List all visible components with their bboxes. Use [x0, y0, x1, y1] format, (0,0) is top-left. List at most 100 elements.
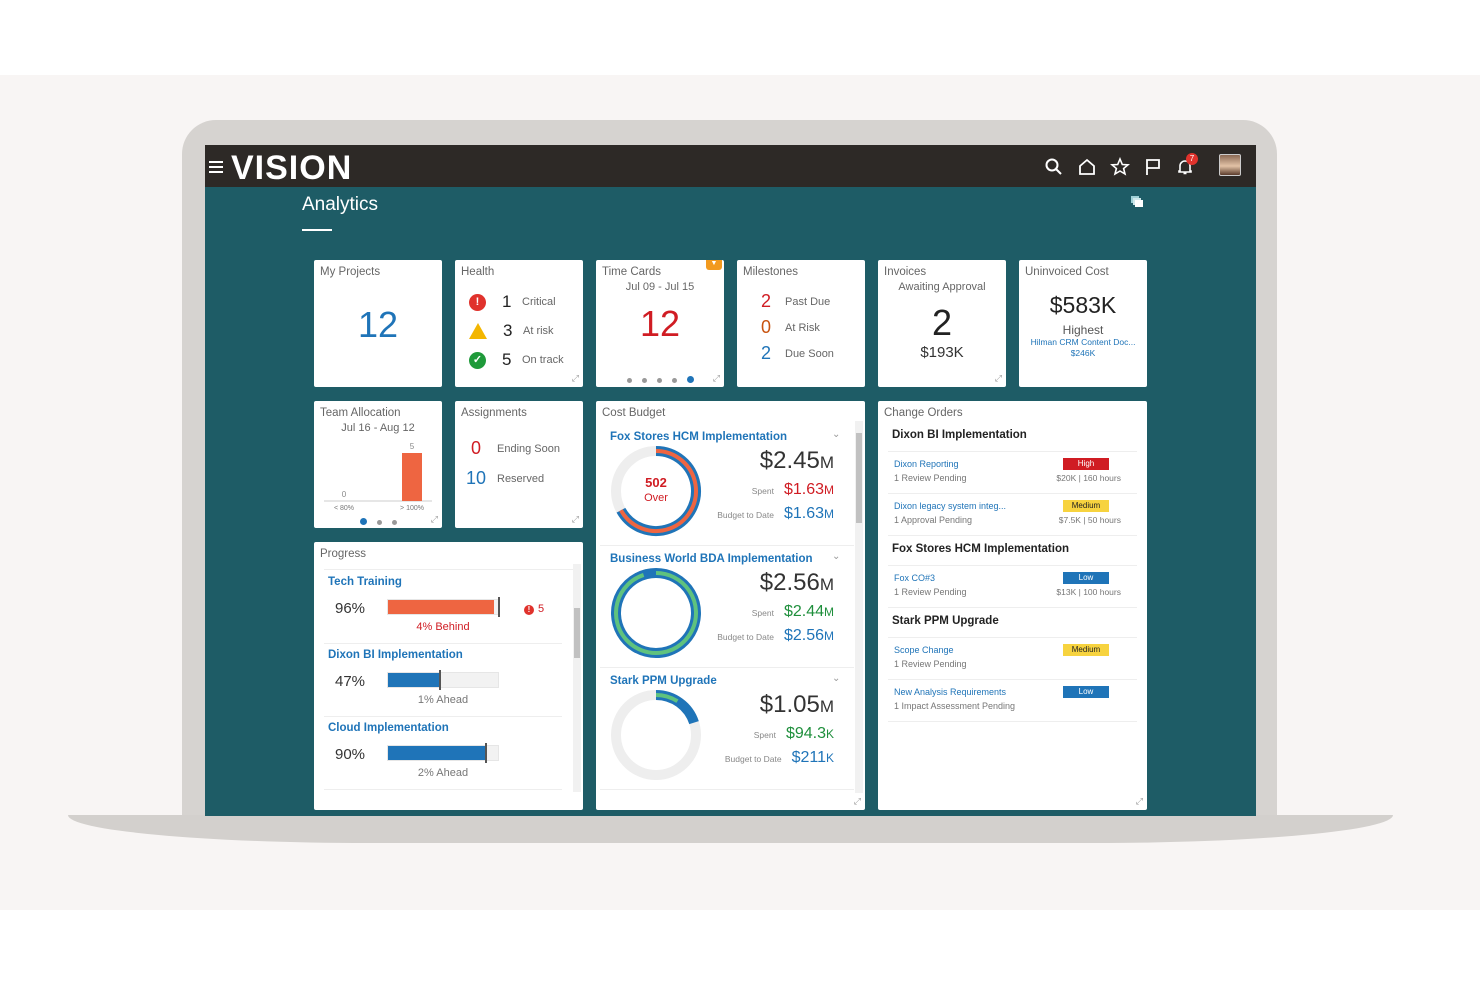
cost-budget-item[interactable]: Fox Stores HCM Implementation ⌄ 502 Over $2.…: [596, 429, 854, 547]
expand-icon[interactable]: ⤢: [430, 514, 438, 524]
change-order-link[interactable]: Fox CO#3: [894, 573, 936, 583]
page-title: Analytics: [302, 194, 379, 215]
expand-icon[interactable]: ⤢: [853, 796, 861, 806]
project-name[interactable]: Tech Training: [328, 576, 402, 588]
page-dot[interactable]: [656, 378, 662, 383]
expand-icon[interactable]: ⤢: [994, 373, 1002, 383]
page-dot[interactable]: [626, 378, 632, 383]
star-icon[interactable]: [1110, 157, 1130, 177]
total-value: $1.05: [759, 691, 820, 718]
progress-percent: 96%: [335, 600, 366, 617]
divider: [888, 451, 1137, 452]
progress-item[interactable]: Cloud Implementation 90% 2% Ahead: [314, 720, 572, 792]
scrollbar-thumb[interactable]: [856, 433, 862, 523]
progress-bar: [387, 670, 499, 690]
project-name[interactable]: Fox Stores HCM Implementation: [610, 431, 787, 443]
time-cards-tile[interactable]: Time Cards Jul 09 - Jul 15 12 ▼ ⤢: [596, 260, 724, 387]
divider: [888, 637, 1137, 638]
expand-icon[interactable]: ⤢: [1135, 796, 1143, 806]
health-tile[interactable]: Health ! 1 Critical 3 At risk ✓ 5 On track ⤢: [455, 260, 583, 387]
notifications-button[interactable]: 7: [1175, 153, 1198, 177]
page-dot[interactable]: [359, 518, 367, 525]
spent-row: Spent $94.3K: [754, 725, 834, 743]
target-marker: [484, 743, 487, 763]
error-icon: !: [524, 605, 534, 615]
expand-icon[interactable]: ⤢: [571, 373, 579, 383]
health-row[interactable]: ! 1 Critical: [469, 292, 556, 312]
page-indicator[interactable]: [596, 370, 724, 388]
change-order-link[interactable]: Scope Change: [894, 645, 954, 655]
page-dot[interactable]: [671, 378, 677, 383]
spent-label: Spent: [751, 608, 774, 618]
progress-item[interactable]: Dixon BI Implementation 47% 1% Ahead: [314, 647, 572, 719]
progress-status: 1% Ahead: [417, 694, 469, 706]
team-allocation-tile[interactable]: Team Allocation Jul 16 - Aug 12 0 < 80% 5 >…: [314, 401, 442, 528]
progress-bar: [387, 743, 499, 763]
group-title: Fox Stores HCM Implementation: [892, 543, 1069, 555]
flag-icon[interactable]: [1143, 157, 1163, 177]
btd-value: $211: [791, 749, 826, 766]
scrollbar-thumb[interactable]: [574, 608, 580, 658]
assignment-label: Ending Soon: [497, 442, 560, 455]
search-icon[interactable]: [1044, 157, 1064, 177]
date-range: Jul 16 - Aug 12: [341, 422, 415, 434]
page-dot[interactable]: [376, 520, 382, 525]
milestone-count: 0: [761, 317, 772, 337]
progress-item[interactable]: Tech Training 96% 4% Behind! 5: [314, 574, 572, 646]
health-row[interactable]: ✓ 5 On track: [469, 350, 564, 370]
milestone-label: Due Soon: [785, 347, 834, 360]
cost-budget-item[interactable]: Business World BDA Implementation ⌄ $2.56M…: [596, 551, 854, 669]
highest-project-link[interactable]: Hilman CRM Content Doc...: [1030, 337, 1136, 347]
chevron-down-icon[interactable]: ⌄: [832, 551, 841, 562]
project-name[interactable]: Business World BDA Implementation: [610, 553, 813, 565]
invoice-amount: $193K: [920, 344, 964, 361]
progress-tile[interactable]: Progress Tech Training 96% 4% Behind! 5 Dixo…: [314, 542, 583, 810]
invoices-tile[interactable]: Invoices Awaiting Approval 2 $193K ⤢: [878, 260, 1006, 387]
alert-count[interactable]: ! 5: [524, 603, 544, 615]
scrollbar[interactable]: [855, 421, 863, 793]
milestone-row[interactable]: 2 Past Due: [761, 291, 830, 312]
progress-fill: [388, 673, 440, 687]
spent-row: Spent $1.63M: [752, 481, 834, 499]
project-name[interactable]: Dixon BI Implementation: [328, 649, 463, 661]
uninvoiced-cost-tile[interactable]: Uninvoiced Cost $583K Highest Hilman CRM…: [1019, 260, 1147, 387]
change-order-link[interactable]: Dixon legacy system integ...: [894, 501, 1007, 511]
menu-icon[interactable]: [209, 161, 223, 176]
change-order-link[interactable]: Dixon Reporting: [894, 459, 959, 469]
health-row[interactable]: 3 At risk: [469, 321, 554, 341]
dropdown-icon[interactable]: ▼: [706, 260, 722, 270]
progress-status: 2% Ahead: [417, 767, 469, 779]
page-indicator[interactable]: [314, 512, 442, 530]
expand-icon[interactable]: ⤢: [571, 514, 579, 524]
milestone-row[interactable]: 0 At Risk: [761, 317, 820, 338]
project-name[interactable]: Stark PPM Upgrade: [610, 675, 717, 687]
subtitle: Awaiting Approval: [898, 281, 986, 293]
category-label: > 100%: [400, 505, 424, 512]
page-dot[interactable]: [641, 378, 647, 383]
avatar[interactable]: [1219, 154, 1241, 176]
springboard-icon[interactable]: [1129, 194, 1145, 210]
change-orders-tile[interactable]: Change Orders Dixon BI Implementation Dix…: [878, 401, 1147, 810]
home-icon[interactable]: [1077, 157, 1097, 177]
page-dot[interactable]: [391, 520, 397, 525]
bar[interactable]: [402, 453, 422, 501]
milestone-count: 2: [761, 343, 772, 363]
chevron-down-icon[interactable]: ⌄: [832, 673, 841, 684]
cost-budget-tile[interactable]: Cost Budget Fox Stores HCM Implementatio…: [596, 401, 865, 810]
change-order-link[interactable]: New Analysis Requirements: [894, 687, 1007, 697]
chevron-down-icon[interactable]: ⌄: [832, 429, 841, 440]
cost-budget-item[interactable]: Stark PPM Upgrade ⌄ $1.05M Spent $94.3K Budge…: [596, 673, 854, 791]
milestone-row[interactable]: 2 Due Soon: [761, 343, 834, 364]
group-title: Dixon BI Implementation: [892, 429, 1027, 441]
project-name[interactable]: Cloud Implementation: [328, 722, 449, 734]
scrollbar[interactable]: [573, 564, 581, 792]
expand-icon[interactable]: ⤢: [712, 373, 720, 383]
assignments-tile[interactable]: Assignments 0 Ending Soon 10 Reserved ⤢: [455, 401, 583, 528]
tile-title: Cost Budget: [602, 407, 666, 419]
milestones-tile[interactable]: Milestones 2 Past Due 0 At Risk 2 Due Soon: [737, 260, 865, 387]
page-dot[interactable]: [686, 376, 694, 383]
assignment-row[interactable]: 0 Ending Soon: [465, 438, 560, 459]
assignment-row[interactable]: 10 Reserved: [465, 468, 544, 489]
my-projects-tile[interactable]: My Projects 12: [314, 260, 442, 387]
budget-to-date-row: Budget to Date $2.56M: [717, 627, 834, 645]
